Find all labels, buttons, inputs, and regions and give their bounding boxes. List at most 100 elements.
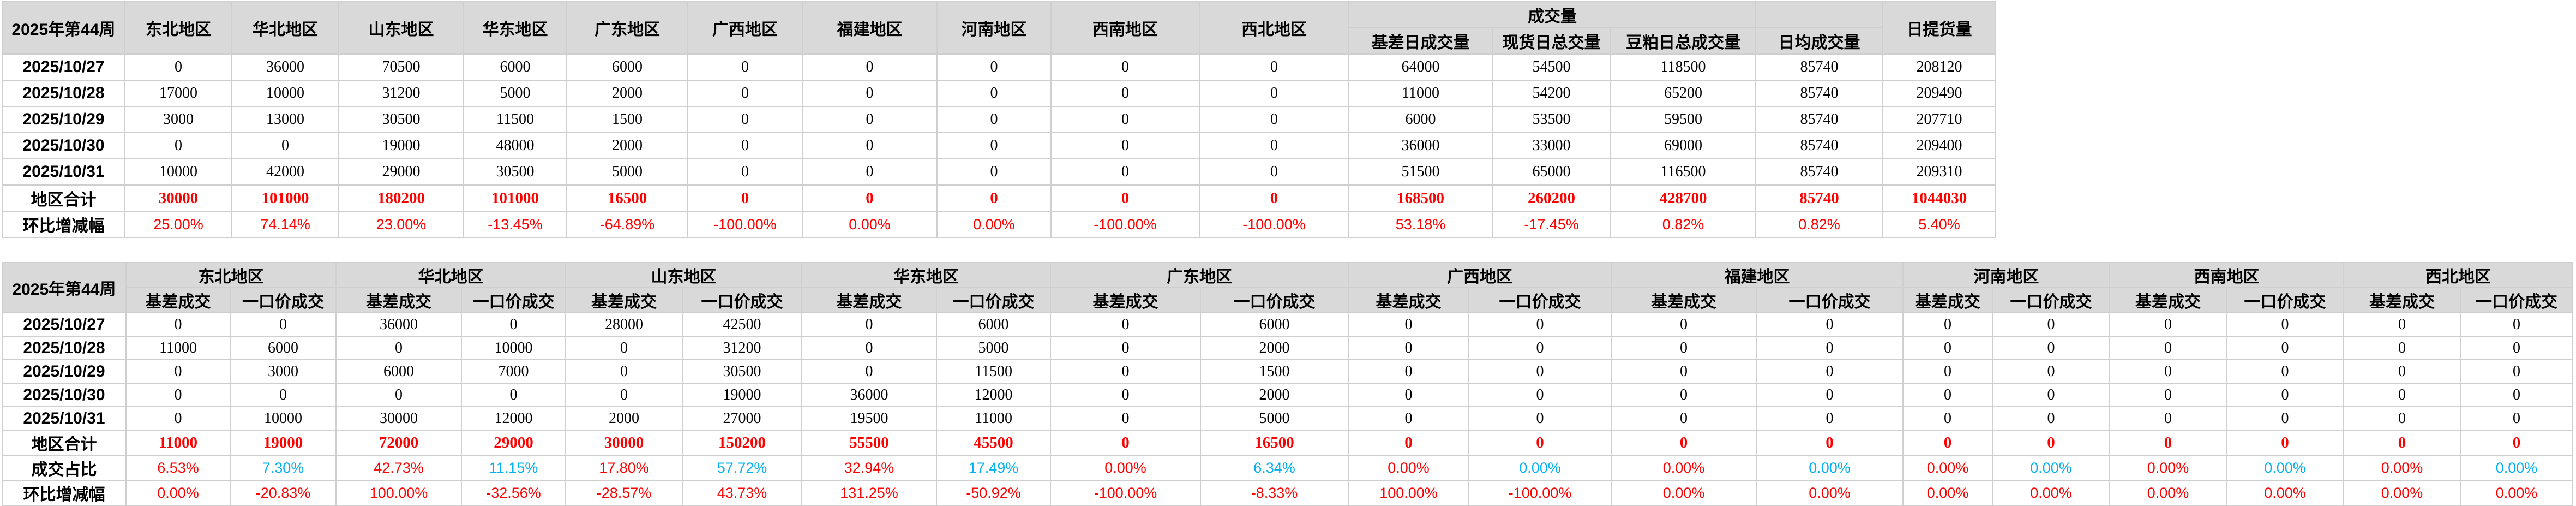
share-value-cell: 57.72%	[682, 455, 802, 481]
sub-header-cell: 一口价成交	[1756, 287, 1904, 313]
value-cell: 5000	[463, 80, 567, 107]
value-cell: 0	[1992, 312, 2110, 337]
value-cell: 0	[1199, 106, 1349, 133]
value-cell: 208120	[1882, 53, 1996, 81]
region-header-cell: 福建地区	[802, 1, 938, 55]
value-cell: 59500	[1610, 106, 1756, 133]
table-row: 2025/10/29 0 3000 6000 7000 0 30500 0 11500 0 1500…	[2, 359, 2573, 384]
value-cell: 36000	[1348, 132, 1493, 159]
sub-header-cell: 基差成交	[125, 287, 231, 313]
table-row: 环比增减幅 25.00% 74.14% 23.00% -13.45% -64.89% -10…	[2, 211, 1996, 238]
region-header-cell: 华北地区	[335, 262, 566, 288]
total-value-cell: 29000	[461, 430, 566, 456]
value-cell: 0	[231, 132, 339, 159]
pct-value-cell: 0.00%	[936, 211, 1052, 238]
total-value-cell: 0	[802, 184, 938, 212]
share-value-cell: 0.00%	[1468, 455, 1612, 481]
value-cell: 0	[1611, 406, 1757, 431]
pct-value-cell: 0.00%	[2226, 480, 2344, 506]
sub-header-cell: 一口价成交	[461, 287, 566, 313]
value-cell: 0	[1199, 132, 1349, 159]
value-cell: 0	[2226, 336, 2344, 360]
pct-value-cell: -17.45%	[1492, 211, 1611, 238]
pct-value-cell: 0.00%	[2343, 480, 2461, 506]
value-cell: 0	[1050, 80, 1200, 107]
value-cell: 2000	[1200, 336, 1349, 360]
value-cell: 0	[1050, 312, 1201, 337]
share-value-cell: 0.00%	[1611, 455, 1757, 481]
value-cell: 0	[687, 106, 803, 133]
value-cell: 0	[1050, 336, 1201, 360]
value-cell: 6000	[936, 312, 1051, 337]
pct-value-cell: 0.00%	[125, 480, 231, 506]
value-cell: 6000	[335, 359, 462, 384]
value-cell: 0	[1199, 158, 1349, 186]
total-value-cell: 0	[1348, 430, 1469, 456]
value-cell: 48000	[463, 132, 567, 159]
table-row: 2025/10/30 0 0 19000 48000 2000 0 0 0 0 0 36000 3300…	[2, 132, 1996, 159]
share-value-cell: 32.94%	[801, 455, 937, 481]
share-value-cell: 0.00%	[2460, 455, 2573, 481]
sub-header-cell: 一口价成交	[936, 287, 1051, 313]
table-row: 2025/10/27 0 36000 70500 6000 6000 0 0 0 0 0 64000 5…	[2, 53, 1996, 81]
value-cell: 0	[2460, 312, 2573, 337]
sub-header-cell: 基差成交	[1611, 287, 1757, 313]
value-cell: 0	[565, 359, 683, 384]
value-cell: 10000	[124, 158, 232, 186]
sub-header-cell: 一口价成交	[230, 287, 337, 313]
pct-value-cell: 53.18%	[1348, 211, 1493, 238]
sub-header-cell: 基差成交	[1348, 287, 1469, 313]
pct-value-cell: 43.73%	[682, 480, 802, 506]
sub-header-cell: 基差成交	[1902, 287, 1993, 313]
pct-value-cell: 0.00%	[1756, 480, 1904, 506]
value-cell: 31200	[338, 80, 464, 107]
sub-header-cell: 基差成交	[801, 287, 937, 313]
share-value-cell: 0.00%	[1050, 455, 1201, 481]
value-cell: 1500	[1200, 359, 1349, 384]
value-cell: 0	[1611, 336, 1757, 360]
sub-header-cell: 一口价成交	[2460, 287, 2573, 313]
total-value-cell: 168500	[1348, 184, 1493, 212]
total-value-cell: 180200	[338, 184, 464, 212]
total-value-cell: 0	[2109, 430, 2227, 456]
region-header-cell: 西北地区	[2343, 262, 2573, 288]
pct-value-cell: 74.14%	[231, 211, 339, 238]
region-header-cell: 华东地区	[801, 262, 1051, 288]
delivery-volume-header-cell: 日提货量	[1882, 1, 1996, 55]
value-cell: 0	[936, 158, 1052, 186]
value-cell: 11000	[125, 336, 231, 360]
share-value-cell: 0.00%	[1348, 455, 1469, 481]
total-value-cell: 260200	[1492, 184, 1611, 212]
value-cell: 54500	[1492, 53, 1611, 81]
value-cell: 0	[1468, 336, 1612, 360]
value-cell: 28000	[565, 312, 683, 337]
value-cell: 54200	[1492, 80, 1611, 107]
value-cell: 0	[2226, 359, 2344, 384]
sub-header-cell: 一口价成交	[2226, 287, 2344, 313]
value-cell: 0	[125, 359, 231, 384]
value-cell: 0	[2460, 336, 2573, 360]
share-value-cell: 0.00%	[2109, 455, 2227, 481]
date-cell: 2025/10/27	[2, 312, 127, 337]
value-cell: 209310	[1882, 158, 1996, 186]
table-row: 2025年第44周 东北地区 华北地区 山东地区 华东地区 广东地区 广西地区 福建地区 河南地…	[2, 262, 2573, 313]
value-cell: 0	[335, 383, 462, 407]
value-cell: 0	[1348, 406, 1469, 431]
total-value-cell: 0	[1468, 430, 1612, 456]
value-cell: 53500	[1492, 106, 1611, 133]
share-value-cell: 0.00%	[1902, 455, 1993, 481]
pct-value-cell: 100.00%	[1348, 480, 1469, 506]
value-cell: 0	[1468, 359, 1612, 384]
value-cell: 5000	[566, 158, 688, 186]
share-value-cell: 7.30%	[230, 455, 337, 481]
value-cell: 0	[1992, 359, 2110, 384]
date-cell: 2025/10/29	[2, 106, 125, 133]
region-header-cell: 西南地区	[2109, 262, 2344, 288]
region-header-cell: 西南地区	[1050, 1, 1200, 55]
total-value-cell: 101000	[463, 184, 567, 212]
value-cell: 0	[461, 383, 566, 407]
value-cell: 1500	[566, 106, 688, 133]
total-value-cell: 428700	[1610, 184, 1756, 212]
table-row: 2025/10/31 10000 42000 29000 30500 5000 0 0 0 0 0 5…	[2, 158, 1996, 186]
value-cell: 10000	[461, 336, 566, 360]
